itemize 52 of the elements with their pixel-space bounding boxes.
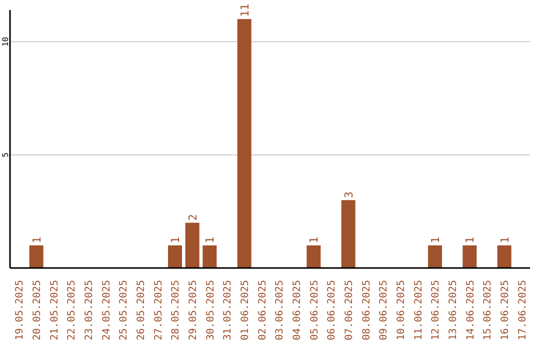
x-tick-label: 03.06.2025 [274, 280, 286, 340]
x-tick-label: 31.05.2025 [222, 280, 234, 340]
x-tick-label: 11.06.2025 [413, 280, 424, 340]
x-tick-label: 04.06.2025 [292, 280, 303, 340]
x-tick-label: 09.06.2025 [378, 280, 390, 340]
x-tick-label: 14.06.2025 [465, 280, 476, 340]
x-tick-label: 27.05.2025 [153, 280, 164, 340]
bar [497, 245, 512, 268]
x-tick-label: 12.06.2025 [430, 280, 442, 340]
data-label: 1 [429, 236, 442, 244]
x-tick-label: 16.06.2025 [500, 280, 511, 340]
x-tick-label: 05.06.2025 [309, 280, 320, 340]
bar [237, 19, 252, 268]
x-tick-label: 22.05.2025 [66, 280, 78, 340]
data-label: 3 [342, 191, 356, 198]
x-tick-label: 07.06.2025 [344, 280, 355, 340]
bar [306, 245, 321, 268]
y-tick-label: 10 [1, 36, 10, 47]
x-tick-label: 23.05.2025 [84, 280, 95, 340]
data-label: 1 [169, 236, 182, 244]
data-label: 2 [186, 214, 200, 221]
x-tick-label: 19.05.2025 [14, 280, 26, 340]
data-label: 11 [238, 4, 252, 18]
x-tick-label: 08.06.2025 [361, 280, 372, 340]
x-tick-label: 21.05.2025 [49, 280, 60, 340]
data-label: 1 [464, 236, 477, 244]
x-tick-label: 26.05.2025 [136, 280, 147, 340]
bar [202, 245, 217, 268]
bar [29, 245, 44, 268]
data-label: 1 [204, 236, 217, 244]
x-tick-label: 01.06.2025 [240, 280, 251, 340]
data-label: 1 [308, 236, 321, 244]
x-tick-label: 29.05.2025 [188, 280, 199, 340]
x-tick-label: 25.05.2025 [118, 280, 130, 340]
bar [168, 245, 182, 268]
x-tick-label: 15.06.2025 [482, 280, 494, 340]
bar [462, 245, 477, 268]
y-tick-label: 5 [1, 152, 10, 158]
data-label: 1 [498, 236, 512, 244]
x-tick-label: 30.05.2025 [205, 280, 216, 340]
x-tick-label: 13.06.2025 [448, 280, 459, 340]
x-tick-label: 10.06.2025 [396, 280, 407, 340]
x-tick-label: 02.06.2025 [257, 280, 268, 340]
x-tick-label: 06.06.2025 [326, 280, 338, 340]
bar [428, 245, 442, 268]
data-label: 1 [30, 236, 44, 244]
x-tick-label: 24.05.2025 [101, 280, 112, 340]
x-tick-label: 17.06.2025 [517, 280, 528, 340]
bar [341, 200, 356, 268]
bar [185, 222, 200, 268]
x-tick-label: 20.05.2025 [32, 280, 43, 340]
x-tick-label: 28.05.2025 [170, 280, 182, 340]
